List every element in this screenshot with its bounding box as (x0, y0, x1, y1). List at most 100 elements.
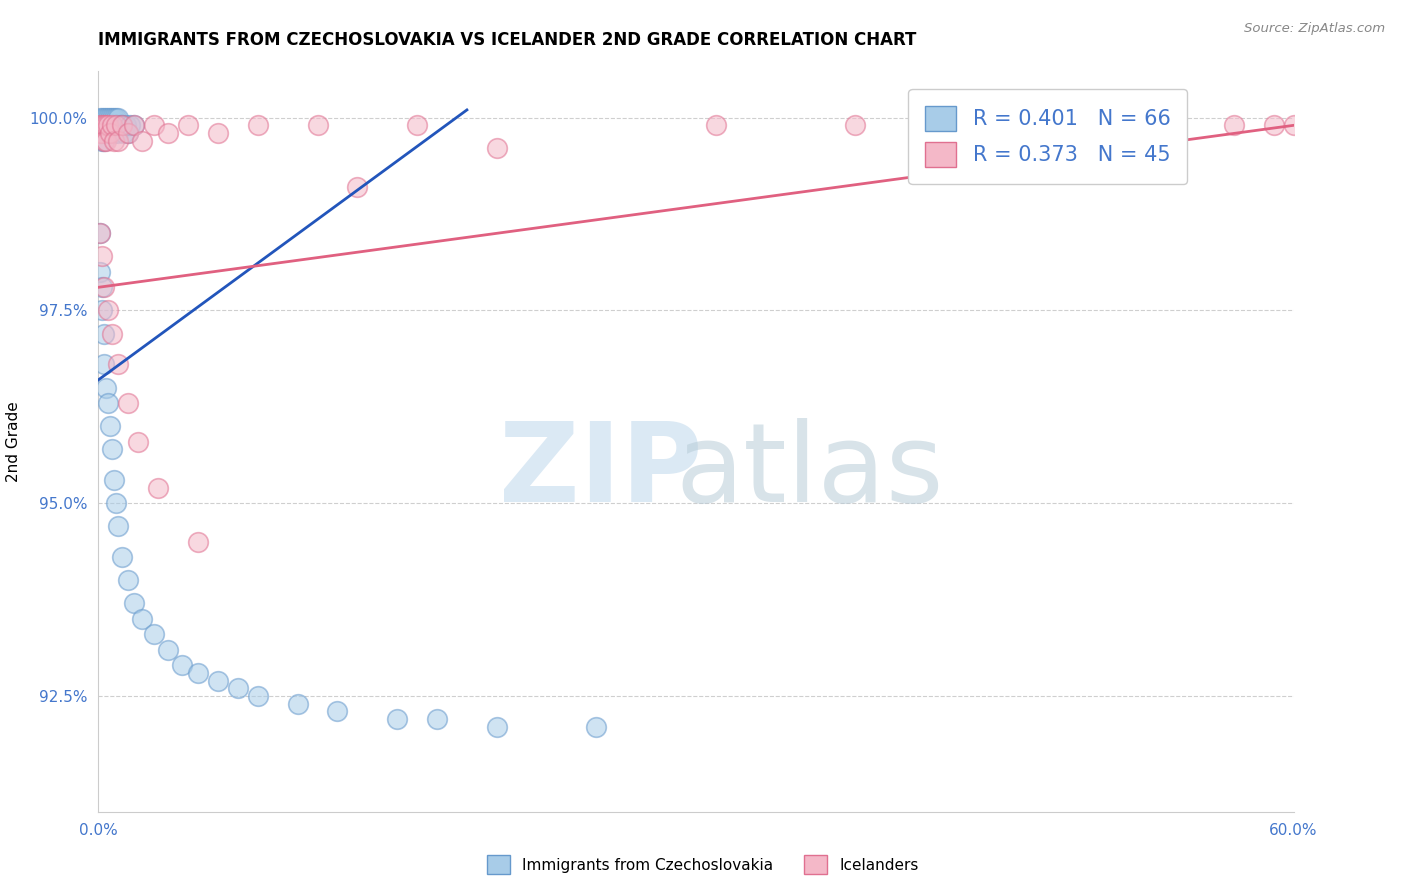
Point (112, 126, 135, 140)
Point (143, 119, 166, 133)
Point (385, 712, 409, 726)
Point (157, 126, 180, 140)
Point (101, 442, 124, 457)
Point (93, 119, 115, 133)
Point (91, 126, 114, 140)
Point (96, 126, 118, 140)
Point (91, 249, 114, 263)
Point (131, 134, 153, 148)
Point (98, 111, 122, 125)
Point (89, 111, 111, 125)
Point (124, 119, 146, 133)
Point (485, 720, 508, 734)
Point (97, 119, 120, 133)
Point (120, 119, 142, 133)
Point (91, 134, 114, 148)
Point (96, 134, 118, 148)
Point (93, 358, 115, 372)
Point (326, 705, 349, 719)
Point (93, 119, 115, 133)
Point (704, 119, 727, 133)
Point (89, 119, 111, 133)
Text: Source: ZipAtlas.com: Source: ZipAtlas.com (1244, 22, 1385, 36)
Y-axis label: 2nd Grade: 2nd Grade (6, 401, 21, 482)
Point (426, 712, 449, 726)
Point (111, 119, 134, 133)
Point (107, 519, 129, 533)
Point (96, 111, 118, 125)
Point (91, 280, 114, 294)
Point (89, 119, 111, 133)
Point (91, 119, 114, 133)
Point (287, 697, 309, 711)
Point (89, 227, 111, 241)
Point (1223, 119, 1246, 133)
Point (115, 119, 138, 133)
Point (127, 434, 149, 449)
Point (101, 119, 124, 133)
Point (1282, 119, 1305, 133)
Point (124, 119, 146, 133)
Point (187, 534, 209, 549)
Point (97, 111, 120, 125)
Point (107, 134, 129, 148)
Point (207, 126, 229, 140)
Point (89, 227, 111, 241)
Point (93, 134, 115, 148)
Point (117, 126, 139, 140)
Point (96, 119, 118, 133)
Point (96, 119, 118, 133)
Point (485, 141, 508, 155)
Point (91, 303, 114, 318)
Point (93, 280, 115, 294)
Point (307, 119, 329, 133)
Point (131, 612, 153, 626)
Point (177, 119, 200, 133)
Point (105, 119, 128, 133)
Text: atlas: atlas (675, 417, 943, 524)
Point (346, 180, 368, 194)
Point (172, 658, 194, 673)
Point (91, 119, 114, 133)
Point (91, 126, 114, 140)
Point (93, 134, 115, 148)
Point (93, 111, 115, 125)
Point (148, 481, 170, 495)
Point (1163, 119, 1185, 133)
Point (107, 358, 129, 372)
Point (91, 111, 114, 125)
Point (117, 396, 139, 410)
Point (103, 111, 125, 125)
Point (97, 119, 120, 133)
Point (97, 126, 120, 140)
Point (89, 126, 111, 140)
Point (143, 627, 166, 641)
Point (1063, 119, 1085, 133)
Point (101, 119, 124, 133)
Point (105, 119, 128, 133)
Point (97, 396, 120, 410)
Point (124, 597, 146, 611)
Point (103, 473, 125, 487)
Legend: R = 0.401   N = 66, R = 0.373   N = 45: R = 0.401 N = 66, R = 0.373 N = 45 (908, 89, 1188, 184)
Point (406, 119, 429, 133)
Point (89, 265, 111, 279)
Point (117, 574, 139, 588)
Point (89, 126, 111, 140)
Point (226, 681, 249, 696)
Point (98, 119, 122, 133)
Point (107, 126, 129, 140)
Point (91, 119, 114, 133)
Point (157, 642, 180, 657)
Point (105, 496, 128, 510)
Point (105, 111, 128, 125)
Point (97, 303, 120, 318)
Point (246, 119, 269, 133)
Point (111, 119, 134, 133)
Point (117, 126, 139, 140)
Point (93, 326, 115, 341)
Point (1263, 119, 1285, 133)
Point (246, 689, 269, 703)
Point (98, 419, 122, 434)
Point (101, 111, 124, 125)
